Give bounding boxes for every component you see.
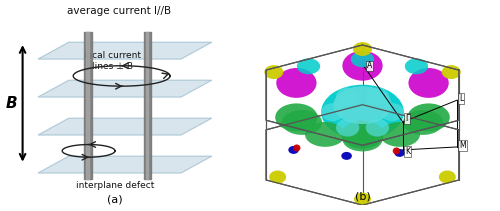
Text: average current I//B: average current I//B <box>68 6 172 16</box>
Ellipse shape <box>282 110 322 135</box>
Ellipse shape <box>342 127 382 151</box>
Circle shape <box>293 145 300 151</box>
Polygon shape <box>38 80 212 97</box>
Polygon shape <box>38 156 212 173</box>
Ellipse shape <box>366 119 389 137</box>
Text: K: K <box>405 147 410 156</box>
Ellipse shape <box>342 152 352 160</box>
Text: (a): (a) <box>107 195 123 205</box>
Ellipse shape <box>442 65 460 79</box>
Ellipse shape <box>305 122 346 147</box>
Ellipse shape <box>297 58 320 74</box>
Ellipse shape <box>405 58 428 74</box>
Ellipse shape <box>288 146 299 154</box>
Circle shape <box>392 147 400 154</box>
Ellipse shape <box>275 103 318 131</box>
Ellipse shape <box>380 103 404 121</box>
Ellipse shape <box>321 85 404 139</box>
Ellipse shape <box>336 88 359 106</box>
Ellipse shape <box>342 51 382 81</box>
Ellipse shape <box>264 65 283 79</box>
Polygon shape <box>38 42 212 59</box>
Ellipse shape <box>408 68 449 98</box>
Text: L: L <box>459 94 464 103</box>
Text: A: A <box>366 61 372 70</box>
Ellipse shape <box>342 121 384 149</box>
Ellipse shape <box>403 110 443 135</box>
Ellipse shape <box>276 68 316 98</box>
Text: B: B <box>6 96 18 111</box>
Text: local current
lines ⊥ B: local current lines ⊥ B <box>84 51 141 71</box>
Ellipse shape <box>439 170 456 183</box>
Text: interplane defect: interplane defect <box>76 181 154 191</box>
Ellipse shape <box>408 103 450 131</box>
Polygon shape <box>38 118 212 135</box>
Text: (b): (b) <box>354 192 370 202</box>
Ellipse shape <box>394 149 405 157</box>
Ellipse shape <box>353 42 372 56</box>
Ellipse shape <box>269 170 286 183</box>
Ellipse shape <box>336 119 359 137</box>
Text: M: M <box>459 141 466 150</box>
Ellipse shape <box>334 86 392 124</box>
Ellipse shape <box>354 193 371 206</box>
Ellipse shape <box>366 88 389 106</box>
Ellipse shape <box>380 122 420 147</box>
Text: Γ: Γ <box>405 114 409 123</box>
Ellipse shape <box>321 103 344 121</box>
Ellipse shape <box>351 51 374 67</box>
